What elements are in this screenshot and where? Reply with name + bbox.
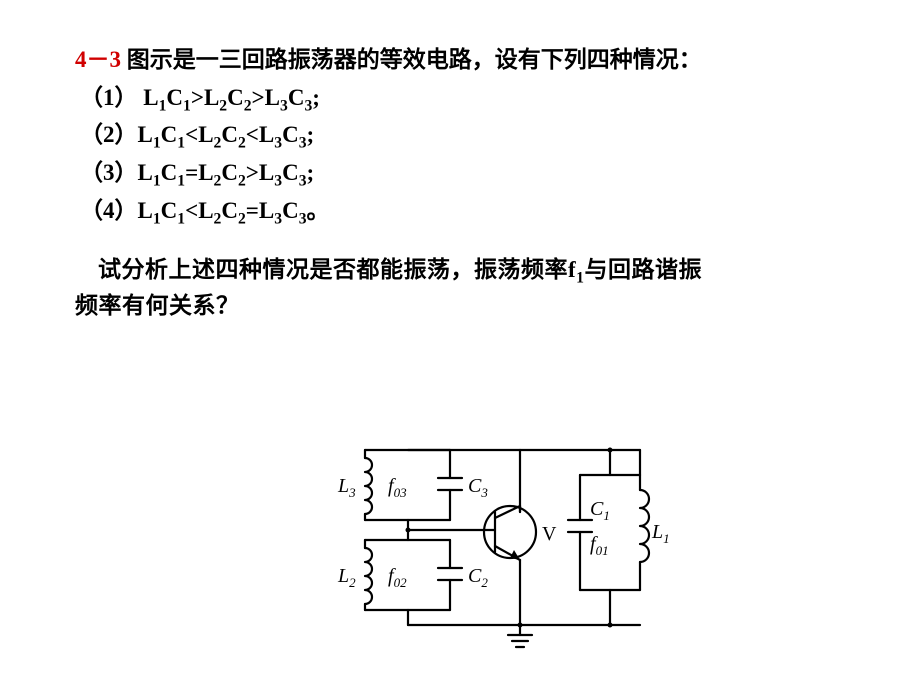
label-V: V — [542, 523, 557, 545]
question-line-2: 频率有何关系？ — [75, 288, 860, 324]
label-L2: L2 — [337, 565, 356, 590]
problem-stem: 图示是一三回路振荡器的等效电路，设有下列四种情况： — [121, 47, 702, 72]
case-2: （2）L1C1<L2C2<L3C3; — [80, 117, 860, 153]
problem-number: 4－3 — [75, 47, 121, 72]
label-C1: C1 — [590, 498, 610, 523]
label-f02: f02 — [388, 565, 407, 590]
label-C2: C2 — [468, 565, 488, 590]
label-L3: L3 — [337, 475, 356, 500]
label-f03: f03 — [388, 475, 407, 500]
label-f01: f01 — [590, 533, 609, 558]
problem-stem-line: 4－3 图示是一三回路振荡器的等效电路，设有下列四种情况： — [75, 42, 860, 78]
question-line-1: 试分析上述四种情况是否都能振荡，振荡频率f1与回路谐振 — [75, 252, 860, 288]
case-4: （4）L1C1<L2C2=L3C3。 — [80, 193, 860, 229]
label-C3: C3 — [468, 475, 488, 500]
circuit-diagram: L3 f03 C3 L2 f02 C2 V C1 f01 L1 — [320, 420, 680, 660]
problem-content: 4－3 图示是一三回路振荡器的等效电路，设有下列四种情况： （1） L1C1>L… — [0, 0, 920, 323]
label-L1: L1 — [651, 521, 670, 546]
case-3: （3）L1C1=L2C2>L3C3; — [80, 155, 860, 191]
case-1: （1） L1C1>L2C2>L3C3; — [80, 80, 860, 116]
